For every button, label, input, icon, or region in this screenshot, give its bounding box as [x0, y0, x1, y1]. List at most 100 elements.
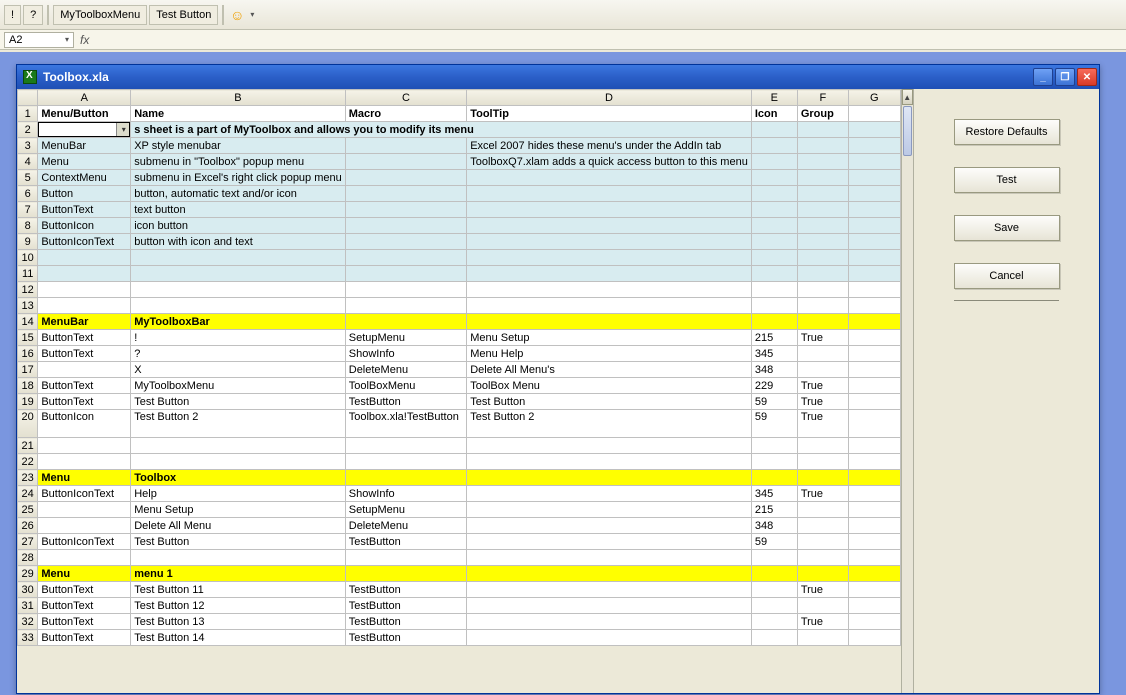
cell-A24[interactable]: ButtonIconText — [38, 486, 131, 502]
row-header-6[interactable]: 6 — [18, 186, 38, 202]
cell-C7[interactable] — [345, 202, 466, 218]
cell-D26[interactable] — [467, 518, 752, 534]
cell-F12[interactable] — [797, 282, 848, 298]
cell-B4[interactable]: submenu in "Toolbox" popup menu — [131, 154, 346, 170]
cell-G31[interactable] — [848, 598, 900, 614]
cancel-button[interactable]: Cancel — [954, 263, 1060, 289]
restore-defaults-button[interactable]: Restore Defaults — [954, 119, 1060, 145]
cell-B5[interactable]: submenu in Excel's right click popup men… — [131, 170, 346, 186]
cell-D20[interactable]: Test Button 2 — [467, 410, 752, 438]
cell-F2[interactable] — [797, 122, 848, 138]
cell-E4[interactable] — [751, 154, 797, 170]
cell-D18[interactable]: ToolBox Menu — [467, 378, 752, 394]
row-header-27[interactable]: 27 — [18, 534, 38, 550]
cell-C18[interactable]: ToolBoxMenu — [345, 378, 466, 394]
cell-A18[interactable]: ButtonText — [38, 378, 131, 394]
cell-E2[interactable] — [751, 122, 797, 138]
cell-B28[interactable] — [131, 550, 346, 566]
cell-B33[interactable]: Test Button 14 — [131, 630, 346, 646]
cell-F24[interactable]: True — [797, 486, 848, 502]
cell-B8[interactable]: icon button — [131, 218, 346, 234]
cell-B29[interactable]: menu 1 — [131, 566, 346, 582]
cell-E27[interactable]: 59 — [751, 534, 797, 550]
cell-B21[interactable] — [131, 438, 346, 454]
cell-A8[interactable]: ButtonIcon — [38, 218, 131, 234]
row-header-22[interactable]: 22 — [18, 454, 38, 470]
cell-D21[interactable] — [467, 438, 752, 454]
cell-D33[interactable] — [467, 630, 752, 646]
cell-A23[interactable]: Menu — [38, 470, 131, 486]
cell-B3[interactable]: XP style menubar — [131, 138, 346, 154]
cell-A27[interactable]: ButtonIconText — [38, 534, 131, 550]
toolbar-q-button[interactable]: ? — [23, 5, 43, 25]
row-header-19[interactable]: 19 — [18, 394, 38, 410]
row-header-26[interactable]: 26 — [18, 518, 38, 534]
cell-G1[interactable] — [848, 106, 900, 122]
row-header-16[interactable]: 16 — [18, 346, 38, 362]
cell-E29[interactable] — [751, 566, 797, 582]
cell-D16[interactable]: Menu Help — [467, 346, 752, 362]
cell-G12[interactable] — [848, 282, 900, 298]
cell-F25[interactable] — [797, 502, 848, 518]
cell-D7[interactable] — [467, 202, 752, 218]
scroll-thumb[interactable] — [903, 106, 912, 156]
cell-E3[interactable] — [751, 138, 797, 154]
cell-G29[interactable] — [848, 566, 900, 582]
cell-G20[interactable] — [848, 410, 900, 438]
cell-F5[interactable] — [797, 170, 848, 186]
cell-C12[interactable] — [345, 282, 466, 298]
cell-C17[interactable]: DeleteMenu — [345, 362, 466, 378]
row-header-15[interactable]: 15 — [18, 330, 38, 346]
toolbar-excl-button[interactable]: ! — [4, 5, 21, 25]
cell-E6[interactable] — [751, 186, 797, 202]
cell-G15[interactable] — [848, 330, 900, 346]
cell-D25[interactable] — [467, 502, 752, 518]
cell-D31[interactable] — [467, 598, 752, 614]
cell-B6[interactable]: button, automatic text and/or icon — [131, 186, 346, 202]
cell-A19[interactable]: ButtonText — [38, 394, 131, 410]
cell-E23[interactable] — [751, 470, 797, 486]
cell-F11[interactable] — [797, 266, 848, 282]
cell-B2[interactable]: s sheet is a part of MyToolbox and allow… — [131, 122, 752, 138]
cell-F20[interactable]: True — [797, 410, 848, 438]
cell-F19[interactable]: True — [797, 394, 848, 410]
cell-B30[interactable]: Test Button 11 — [131, 582, 346, 598]
cell-F6[interactable] — [797, 186, 848, 202]
cell-F10[interactable] — [797, 250, 848, 266]
cell-B26[interactable]: Delete All Menu — [131, 518, 346, 534]
cell-F14[interactable] — [797, 314, 848, 330]
cell-E18[interactable]: 229 — [751, 378, 797, 394]
cell-G23[interactable] — [848, 470, 900, 486]
cell-A16[interactable]: ButtonText — [38, 346, 131, 362]
cell-C23[interactable] — [345, 470, 466, 486]
cell-C32[interactable]: TestButton — [345, 614, 466, 630]
cell-G24[interactable] — [848, 486, 900, 502]
cell-E14[interactable] — [751, 314, 797, 330]
row-header-28[interactable]: 28 — [18, 550, 38, 566]
cell-G32[interactable] — [848, 614, 900, 630]
cell-A30[interactable]: ButtonText — [38, 582, 131, 598]
cell-E5[interactable] — [751, 170, 797, 186]
cell-D19[interactable]: Test Button — [467, 394, 752, 410]
cell-F7[interactable] — [797, 202, 848, 218]
cell-D12[interactable] — [467, 282, 752, 298]
cell-B18[interactable]: MyToolboxMenu — [131, 378, 346, 394]
cell-D23[interactable] — [467, 470, 752, 486]
cell-D17[interactable]: Delete All Menu's — [467, 362, 752, 378]
cell-C19[interactable]: TestButton — [345, 394, 466, 410]
dropdown-arrow-icon[interactable]: ▾ — [65, 35, 69, 44]
test-button-toolbar[interactable]: Test Button — [149, 5, 218, 25]
col-header-D[interactable]: D — [467, 90, 752, 106]
cell-D32[interactable] — [467, 614, 752, 630]
cell-B16[interactable]: ? — [131, 346, 346, 362]
row-header-1[interactable]: 1 — [18, 106, 38, 122]
cell-C1[interactable]: Macro — [345, 106, 466, 122]
cell-A13[interactable] — [38, 298, 131, 314]
cell-A1[interactable]: Menu/Button — [38, 106, 131, 122]
cell-A21[interactable] — [38, 438, 131, 454]
cell-E24[interactable]: 345 — [751, 486, 797, 502]
cell-G18[interactable] — [848, 378, 900, 394]
cell-E19[interactable]: 59 — [751, 394, 797, 410]
row-header-33[interactable]: 33 — [18, 630, 38, 646]
smiley-icon[interactable]: ☺ — [228, 6, 246, 24]
